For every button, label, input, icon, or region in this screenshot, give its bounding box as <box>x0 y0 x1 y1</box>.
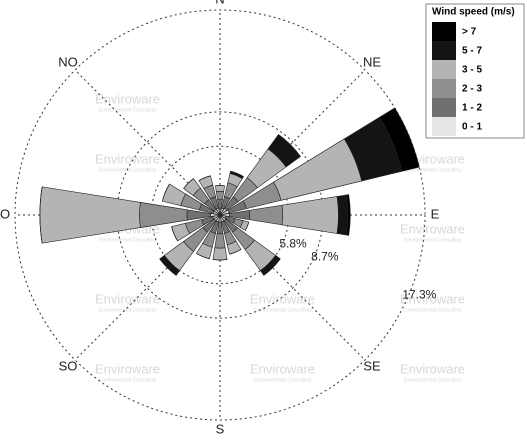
legend-label: 1 - 2 <box>462 103 482 114</box>
petal-segment <box>379 107 420 172</box>
watermark: Enviroware <box>400 291 465 306</box>
watermark: Enviroware <box>95 151 160 166</box>
direction-label: NE <box>363 54 381 69</box>
spoke <box>219 69 366 216</box>
watermark-sub: Environmental Consulting <box>99 307 156 313</box>
legend-swatch <box>432 60 456 79</box>
watermark-sub: Environmental Consulting <box>404 167 461 173</box>
watermark: Enviroware <box>95 91 160 106</box>
legend-label: 2 - 3 <box>462 84 482 95</box>
r-tick-label: 17.3% <box>402 288 436 302</box>
watermark-sub: Environmental Consulting <box>99 167 156 173</box>
watermark-sub: Environmental Consulting <box>99 377 156 383</box>
legend-label: > 7 <box>462 27 477 38</box>
watermark-sub: Environmental Consulting <box>404 237 461 243</box>
petal-segment <box>39 186 43 244</box>
legend: 0 - 1 1 - 2 2 - 3 3 - 5 5 - 7 > 7 <box>432 22 482 136</box>
petal-segment <box>215 185 225 192</box>
direction-label: SE <box>363 358 381 373</box>
watermark: Enviroware <box>250 361 315 376</box>
spoke <box>74 69 221 216</box>
direction-label: SO <box>59 358 78 373</box>
watermark: Enviroware <box>400 221 465 236</box>
grid-ring <box>14 9 426 421</box>
petal-segment <box>262 257 281 276</box>
r-tick-label: 5.8% <box>279 237 307 251</box>
watermark: Enviroware <box>250 291 315 306</box>
r-tick-label: 8.7% <box>311 250 339 264</box>
legend-swatch <box>432 79 456 98</box>
direction-label: O <box>0 206 10 221</box>
petal-segment <box>162 183 170 202</box>
petal-segment <box>336 194 349 236</box>
watermark-sub: Environmental Consulting <box>254 377 311 383</box>
watermark-sub: Environmental Consulting <box>99 237 156 243</box>
watermark: Enviroware <box>95 291 160 306</box>
legend-swatch <box>432 98 456 117</box>
spoke <box>219 214 366 361</box>
legend-label: 0 - 1 <box>462 122 482 133</box>
direction-label: E <box>431 206 440 221</box>
labels: 5.8% 8.7% 17.3% N NE E SE S SO O NO <box>0 0 440 436</box>
watermark: Enviroware <box>400 361 465 376</box>
watermark: Enviroware <box>95 361 160 376</box>
legend-swatch <box>432 117 456 136</box>
watermark-sub: Environmental Consulting <box>254 307 311 313</box>
petal-segment <box>212 247 228 261</box>
legend-swatch <box>432 22 456 41</box>
petal-segment <box>346 194 351 236</box>
watermark-sub: Environmental Consulting <box>404 307 461 313</box>
legend-label: 5 - 7 <box>462 46 482 57</box>
legend-title: Wind speed (m/s) <box>432 7 515 18</box>
direction-label: S <box>216 421 225 436</box>
petal-segment <box>215 191 225 201</box>
legend-label: 3 - 5 <box>462 65 482 76</box>
petals <box>39 107 420 276</box>
watermark-sub: Environmental Consulting <box>99 107 156 113</box>
watermark-sub: Environmental Consulting <box>404 377 461 383</box>
direction-label: N <box>215 0 224 6</box>
petal-segment <box>212 259 228 261</box>
grid <box>14 9 426 421</box>
legend-swatch <box>432 41 456 60</box>
direction-label: NO <box>58 54 78 69</box>
spoke <box>74 214 221 361</box>
